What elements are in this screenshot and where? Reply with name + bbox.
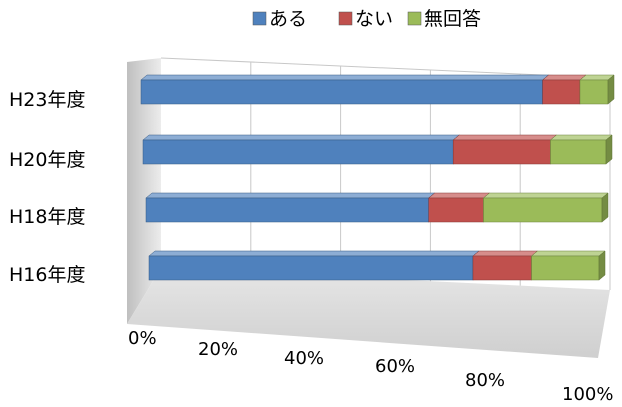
- x-tick-label: 20%: [198, 339, 238, 360]
- x-tick-label: 60%: [375, 356, 415, 377]
- bar-segment: [428, 192, 491, 223]
- legend-item: ある: [252, 8, 307, 30]
- bar-segment: [472, 250, 539, 281]
- bar-segment: [145, 192, 436, 223]
- category-label: H20年度: [9, 149, 85, 171]
- bar-segment: [549, 134, 613, 165]
- bar-segment: [140, 74, 550, 105]
- legend: ある ない 無回答: [252, 8, 481, 30]
- x-tick-label: 100%: [562, 384, 613, 403]
- bar-segment: [452, 134, 558, 165]
- x-tick-label: 80%: [465, 370, 505, 391]
- category-label: H23年度: [9, 89, 85, 111]
- category-label: H18年度: [9, 206, 85, 228]
- legend-item: ない: [338, 8, 393, 30]
- bar-segment: [148, 250, 480, 281]
- legend-label: ない: [355, 8, 393, 30]
- bar-segment: [482, 192, 609, 223]
- legend-label: 無回答: [424, 8, 481, 30]
- bars: [140, 74, 615, 281]
- chart-floor: [127, 268, 610, 358]
- x-tick-labels: 0% 20% 40% 60% 80% 100%: [128, 328, 613, 405]
- bar-segment: [142, 134, 460, 165]
- bar-segment: [541, 74, 587, 105]
- legend-swatch: [252, 11, 267, 26]
- bar-segment: [530, 250, 606, 281]
- legend-label: ある: [269, 8, 307, 30]
- gridline: [160, 57, 611, 79]
- legend-swatch: [407, 11, 422, 26]
- legend-swatch: [338, 11, 353, 26]
- bar-segment: [579, 74, 615, 105]
- x-tick-label: 40%: [284, 348, 324, 369]
- x-tick-label: 0%: [128, 328, 157, 349]
- category-label: H16年度: [9, 264, 85, 286]
- category-labels: H23年度 H20年度 H18年度 H16年度: [9, 89, 85, 286]
- legend-item: 無回答: [407, 8, 481, 30]
